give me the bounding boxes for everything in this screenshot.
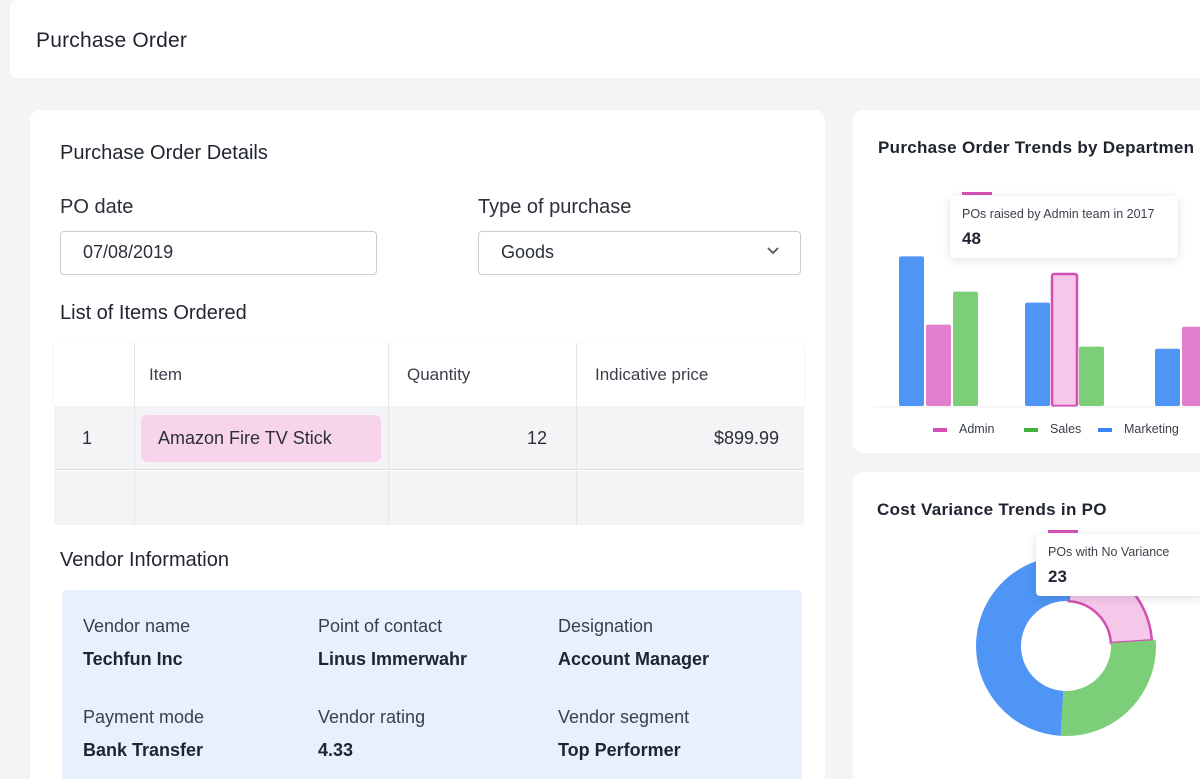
bar-sales-0[interactable] (953, 291, 978, 406)
designation-label: Designation (558, 616, 654, 636)
donut-slice-1[interactable] (1060, 640, 1156, 736)
tooltip-value: 23 (1048, 567, 1067, 586)
column-header-item: Item (149, 365, 183, 384)
vendor-title: Vendor Information (60, 549, 229, 571)
chevron-down-icon (767, 247, 779, 255)
purchase-type-value: Goods (501, 242, 555, 262)
cost-variance-donut-chart (976, 556, 1156, 736)
bar-chart-tooltip: POs raised by Admin team in 2017 48 (950, 192, 1178, 258)
bar-sales-1[interactable] (1079, 346, 1104, 406)
column-divider (134, 343, 135, 525)
legend-item-sales[interactable]: Sales (1024, 422, 1081, 436)
top-bar: Purchase Order (10, 0, 1200, 78)
bar-marketing-0[interactable] (899, 256, 924, 406)
po-trends-chart-title: Purchase Order Trends by Departmen (878, 138, 1195, 157)
row-index: 1 (82, 428, 93, 448)
bar-admin-0[interactable] (926, 324, 951, 406)
column-divider (388, 343, 389, 525)
column-header-quantity: Quantity (407, 365, 471, 384)
po-date-label: PO date (60, 196, 134, 218)
designation-value: Account Manager (558, 649, 710, 669)
tooltip-label: POs raised by Admin team in 2017 (962, 207, 1155, 221)
donut-chart-tooltip: POs with No Variance 23 (1036, 530, 1200, 596)
column-header-price: Indicative price (595, 365, 709, 384)
point-of-contact-label: Point of contact (318, 616, 443, 636)
vendor-segment-value: Top Performer (558, 740, 681, 760)
legend-item-marketing[interactable]: Marketing (1098, 422, 1179, 436)
purchase-type-select[interactable]: Goods (478, 231, 801, 275)
table-row-empty[interactable] (54, 471, 804, 525)
vendor-name-value: Techfun Inc (83, 649, 183, 669)
vendor-rating-label: Vendor rating (318, 707, 426, 727)
item-name-cell[interactable]: Amazon Fire TV Stick (141, 415, 381, 462)
quantity-cell[interactable]: 12 (527, 428, 548, 448)
legend-label-admin: Admin (959, 422, 995, 436)
cost-variance-chart-title: Cost Variance Trends in PO (877, 500, 1107, 519)
page-title: Purchase Order (36, 29, 188, 52)
po-trends-chart-card: Purchase Order Trends by Departmen POs r… (853, 110, 1200, 453)
table-header: Item Quantity Indicative price (54, 343, 804, 406)
purchase-type-label: Type of purchase (478, 196, 632, 218)
legend-item-admin[interactable]: Admin (933, 422, 994, 436)
items-title: List of Items Ordered (60, 302, 247, 324)
po-trends-bar-chart (873, 256, 1200, 408)
vendor-info-panel: Vendor name Techfun Inc Point of contact… (62, 590, 802, 779)
vendor-segment-label: Vendor segment (558, 707, 690, 727)
donut-slice-2[interactable] (976, 556, 1072, 736)
bar-admin-1[interactable] (1050, 272, 1079, 408)
tooltip-value: 48 (962, 229, 981, 248)
details-title: Purchase Order Details (60, 142, 268, 164)
legend-swatch-marketing (1098, 428, 1112, 432)
legend-label-sales: Sales (1050, 422, 1082, 436)
legend-swatch-sales (1024, 428, 1038, 432)
vendor-rating-value: 4.33 (318, 740, 354, 760)
po-date-input[interactable]: 07/08/2019 (60, 231, 377, 275)
tooltip-accent (1048, 530, 1078, 533)
legend-label-marketing: Marketing (1124, 422, 1179, 436)
bar-admin-2[interactable] (1182, 326, 1200, 406)
bar-marketing-2[interactable] (1155, 348, 1180, 406)
vendor-name-label: Vendor name (83, 616, 191, 636)
tooltip-label: POs with No Variance (1048, 545, 1170, 559)
cost-variance-chart-card: Cost Variance Trends in PO POs with No V… (853, 472, 1200, 779)
bar-marketing-1[interactable] (1025, 302, 1050, 406)
purchase-order-details-card: Purchase Order Details PO date 07/08/201… (30, 110, 825, 779)
items-table: Item Quantity Indicative price 1 Amazon … (54, 343, 804, 525)
price-cell[interactable]: $899.99 (714, 428, 780, 448)
legend-swatch-admin (933, 428, 947, 432)
table-row[interactable]: 1 Amazon Fire TV Stick 12 $899.99 (54, 406, 804, 470)
column-divider (576, 343, 577, 525)
payment-mode-label: Payment mode (83, 707, 205, 727)
point-of-contact-value: Linus Immerwahr (318, 649, 468, 669)
tooltip-accent (962, 192, 992, 195)
payment-mode-value: Bank Transfer (83, 740, 204, 760)
